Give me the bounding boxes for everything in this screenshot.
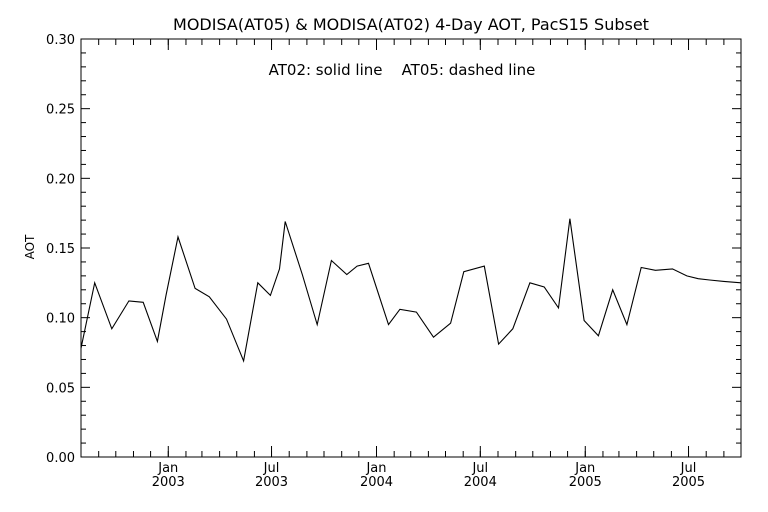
y-tick-label: 0.15 <box>46 242 75 257</box>
y-tick-label: 0.25 <box>46 103 75 118</box>
y-tick-label: 0.30 <box>46 33 75 48</box>
x-tick-label-year: 2005 <box>569 475 602 490</box>
series-line <box>80 218 742 363</box>
x-axis: Jan2003Jul2003Jan2004Jul2004Jan2005Jul20… <box>98 39 725 490</box>
series-annotation: AT02: solid line AT05: dashed line <box>269 61 536 79</box>
x-tick-label-year: 2004 <box>360 475 393 490</box>
x-tick-label-year: 2004 <box>464 475 497 490</box>
x-tick-label-month: Jul <box>680 461 697 476</box>
x-tick-label-month: Jan <box>157 461 178 476</box>
x-tick-label-month: Jul <box>471 461 488 476</box>
x-tick-label-month: Jan <box>365 461 386 476</box>
x-tick-label-month: Jul <box>263 461 280 476</box>
y-axis-label: AOT <box>23 234 37 259</box>
x-tick-label-year: 2003 <box>152 475 185 490</box>
y-tick-label: 0.10 <box>46 312 75 327</box>
y-axis: 0.00 0.05 0.10 0.15 0.20 0.25 0.30 <box>46 33 741 466</box>
y-tick-label: 0.00 <box>46 451 75 466</box>
plot-frame <box>80 38 742 458</box>
chart-title: MODISA(AT05) & MODISA(AT02) 4-Day AOT, P… <box>173 15 649 34</box>
x-tick-label-year: 2003 <box>255 475 288 490</box>
y-tick-label: 0.05 <box>46 381 75 396</box>
series-layer <box>80 218 742 363</box>
x-tick-label-year: 2005 <box>672 475 705 490</box>
x-tick-label-month: Jan <box>574 461 595 476</box>
y-tick-label: 0.20 <box>46 172 75 187</box>
